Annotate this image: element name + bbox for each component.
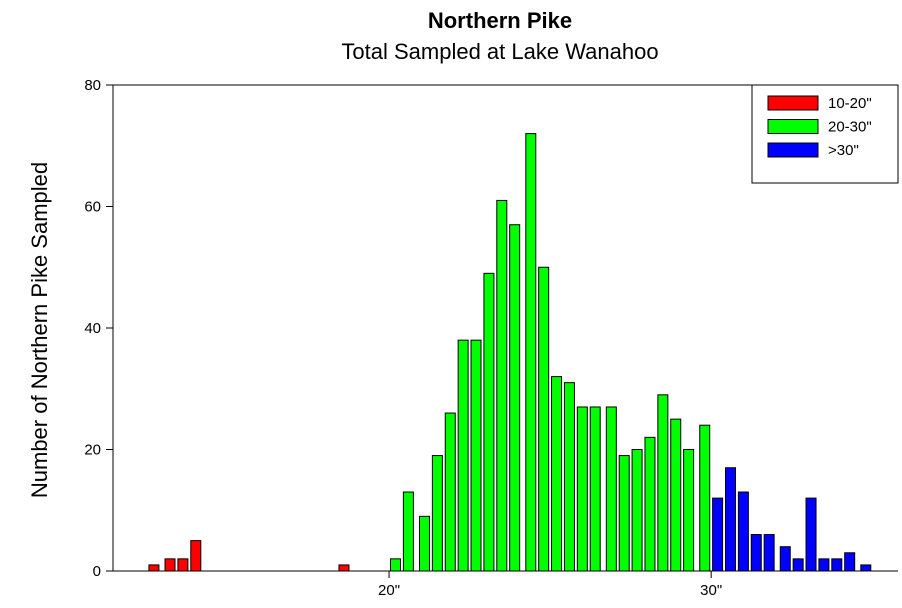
x-tick-label: 20" [378,582,400,599]
bar [470,339,482,572]
y-tick-label: 80 [84,77,101,94]
bar [402,491,414,572]
bar [644,436,656,572]
bar [148,564,160,572]
legend-label: >30" [828,142,859,159]
bar [657,394,669,572]
bar [860,564,872,572]
bar [618,455,630,572]
bar [457,339,469,572]
legend-swatch [767,142,819,158]
bar [177,558,189,572]
bar [818,558,830,572]
bar [683,449,695,572]
bar [792,558,804,572]
bar [750,534,762,572]
bar [538,266,550,572]
bar [576,406,588,572]
chart-title: Northern Pike [428,8,572,33]
y-tick-label: 60 [84,199,101,216]
bar [763,534,775,572]
legend-swatch [767,119,819,134]
bar [164,558,176,572]
bar [389,558,401,572]
bar [190,540,202,572]
bar [483,272,495,572]
bar [563,382,575,572]
y-tick-label: 40 [84,320,101,337]
bar [779,546,791,572]
bar [605,406,617,572]
bar [496,199,508,572]
bar [712,497,724,572]
bar [805,497,817,572]
bar [431,455,443,572]
bar [699,424,711,572]
x-tick-label: 30" [700,582,722,599]
bar [831,558,843,572]
bar [724,467,736,572]
bar [631,449,643,572]
y-tick-label: 20 [84,442,101,459]
y-tick-label: 0 [93,563,101,580]
legend-swatch [767,95,819,111]
bar [444,412,456,572]
legend-label: 20-30" [828,119,872,136]
bar [525,133,537,572]
y-axis-label: Number of Northern Pike Sampled [27,162,52,498]
bar [418,515,430,572]
bar [670,418,682,572]
bar [844,552,856,572]
chart-subtitle: Total Sampled at Lake Wanahoo [341,39,658,64]
bar [338,564,350,572]
bar [509,224,521,572]
bar [737,491,749,572]
legend-label: 10-20" [828,95,872,112]
bar [551,376,563,572]
bar [589,406,601,572]
